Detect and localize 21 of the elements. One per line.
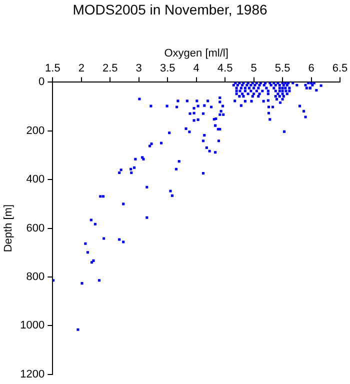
x-tick-label: 4 <box>193 62 200 75</box>
x-tick-label: 2.5 <box>102 62 118 75</box>
y-tick-label: 600 <box>26 222 45 234</box>
x-axis-title: Oxygen [ml/l] <box>164 47 228 60</box>
y-axis-title: Depth [m] <box>2 204 15 252</box>
x-tick-label: 6.5 <box>332 62 348 75</box>
y-tick-label: 1200 <box>20 368 45 380</box>
y-tick-label: 0 <box>38 76 45 88</box>
x-tick-label: 5.5 <box>274 62 290 75</box>
x-tick-label: 6 <box>308 62 314 75</box>
y-tick-label: 1000 <box>20 320 45 332</box>
x-tick-label: 3 <box>136 62 142 75</box>
x-tick-label: 2 <box>78 62 84 75</box>
y-tick-label: 400 <box>26 174 45 186</box>
x-tick-label: 3.5 <box>160 62 176 75</box>
x-tick-label: 1.5 <box>45 62 60 75</box>
x-tick-label: 5 <box>250 62 257 75</box>
y-tick-label: 800 <box>26 271 45 284</box>
chart-title: MODS2005 in November, 1986 <box>72 1 268 18</box>
y-tick-label: 200 <box>26 124 45 137</box>
x-tick-label: 4.5 <box>217 62 233 75</box>
